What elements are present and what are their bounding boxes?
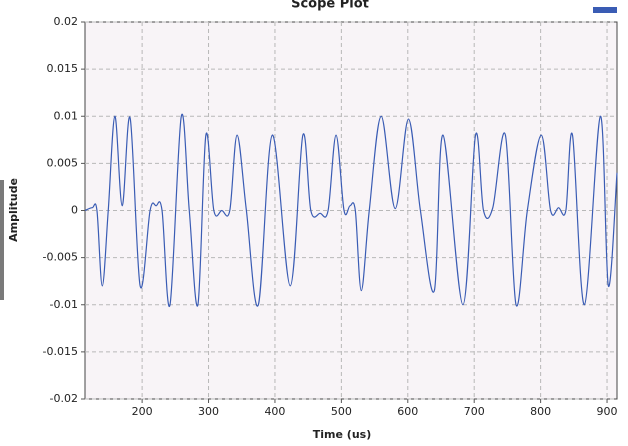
y-tick-label: -0.005 (43, 251, 78, 264)
x-tick-label: 800 (530, 405, 551, 418)
x-tick-label: 400 (264, 405, 285, 418)
x-tick-label: 700 (464, 405, 485, 418)
x-tick-label: 900 (597, 405, 618, 418)
legend-swatch (593, 7, 617, 13)
x-tick-label: 200 (132, 405, 153, 418)
y-axis-title: Amplitude (7, 178, 20, 242)
window-edge (0, 180, 4, 300)
y-tick-label: 0 (71, 204, 78, 217)
x-tick-label: 500 (331, 405, 352, 418)
y-tick-label: -0.02 (50, 392, 78, 405)
y-tick-label: -0.01 (50, 298, 78, 311)
y-tick-label: 0.015 (47, 62, 79, 75)
y-tick-label: -0.015 (43, 345, 78, 358)
chart-title: Scope Plot (291, 0, 369, 12)
x-tick-label: 600 (397, 405, 418, 418)
data-line (84, 113, 618, 308)
x-tick-label: 300 (198, 405, 219, 418)
x-axis-title: Time (us) (313, 428, 371, 441)
y-tick-label: 0.005 (47, 156, 79, 169)
y-tick-label: 0.01 (54, 109, 79, 122)
y-tick-label: 0.02 (54, 15, 79, 28)
